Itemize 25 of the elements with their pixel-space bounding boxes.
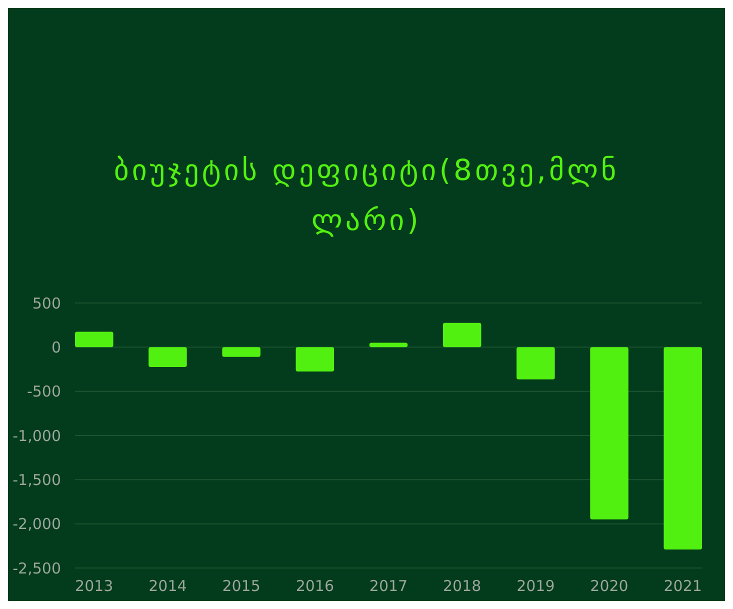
bar (296, 347, 334, 372)
y-tick-label: -1,500 (12, 470, 61, 489)
chart-title: ბიუჯეტის დეფიციტი(8თვე,მლნ ლარი) (114, 153, 620, 237)
bar (442, 322, 482, 348)
bar (664, 347, 702, 550)
y-tick-label: 0 (51, 338, 61, 356)
x-tick-label: 2018 (443, 577, 482, 595)
bar (222, 347, 260, 357)
x-tick-label: 2013 (75, 577, 114, 595)
y-tick-label: -2,500 (12, 559, 61, 578)
x-tick-label: 2015 (222, 577, 260, 595)
bar (516, 347, 555, 380)
bar (148, 347, 187, 368)
y-tick-label: 500 (32, 294, 61, 312)
x-tick-label: 2019 (516, 577, 555, 595)
x-tick-label: 2016 (296, 577, 334, 595)
y-tick-label: -1,000 (12, 426, 61, 445)
y-tick-label: -2,000 (12, 515, 61, 534)
x-tick-label: 2021 (664, 577, 702, 595)
bar (590, 347, 628, 520)
x-tick-label: 2014 (148, 577, 187, 595)
y-tick-label: -500 (26, 382, 61, 401)
bar (75, 332, 114, 348)
x-tick-label: 2017 (369, 577, 408, 595)
x-tick-label: 2020 (590, 577, 628, 595)
